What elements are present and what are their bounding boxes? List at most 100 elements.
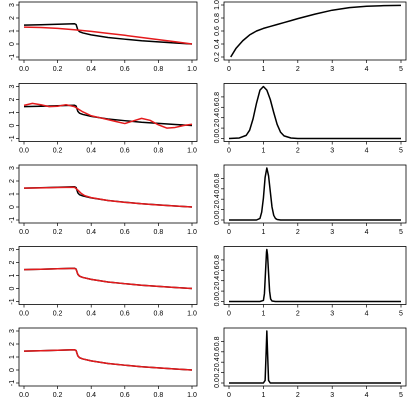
panel-0-0-series-line-1 bbox=[23, 26, 193, 45]
panel-3-0-xtick-label: 0.8 bbox=[154, 311, 164, 318]
panel-0-0-ytick-label: 1 bbox=[9, 29, 16, 33]
panel-4-0-ytick-label: -1 bbox=[9, 380, 16, 386]
panel-0-1-ytick-label: 0.2 bbox=[214, 52, 221, 62]
panel-0-1-ytick-label: 0.8 bbox=[214, 13, 221, 23]
panel-1-1-ytick-label: 0.8 bbox=[214, 92, 221, 102]
panel-3-1-xtick-label: 5 bbox=[399, 311, 403, 318]
panel-4-1-ytick-label: 0.4 bbox=[214, 357, 221, 367]
panel-4-0-ytick-label: 1 bbox=[9, 355, 16, 359]
panel-2-0-xtick-label: 0.8 bbox=[154, 229, 164, 236]
panel-3-1-series-line-0 bbox=[229, 248, 401, 303]
panel-1-0-xtick-label: 0.0 bbox=[19, 148, 29, 155]
panel-1-1-ytick-label: 0.0 bbox=[214, 134, 221, 144]
panel-2-0-ytick-label: -1 bbox=[9, 217, 16, 223]
panel-1-0-ytick-label: 2 bbox=[9, 97, 16, 101]
panel-2-1-ytick-label: 0.4 bbox=[214, 194, 221, 204]
panel-0-0-frame bbox=[18, 1, 198, 61]
panel-4-0-xtick-label: 0.0 bbox=[19, 392, 29, 399]
panel-2-0-xtick-label: 0.0 bbox=[19, 229, 29, 236]
panel-4-1-xtick-label: 0 bbox=[227, 392, 231, 399]
panel-1-0-xtick-label: 0.6 bbox=[120, 148, 130, 155]
panel-0-1-frame bbox=[223, 1, 407, 61]
panel-3-1-xtick-label: 4 bbox=[365, 311, 369, 318]
panel-0-0-ytick-label: 0 bbox=[9, 42, 16, 46]
panel-3-0-xtick-label: 0.6 bbox=[120, 311, 130, 318]
panel-0-0-ytick-label: 3 bbox=[9, 3, 16, 7]
panel-4-0-xtick-label: 0.4 bbox=[86, 392, 96, 399]
panel-1-1-xtick-label: 3 bbox=[330, 148, 334, 155]
panel-3-0-ytick-label: 0 bbox=[9, 286, 16, 290]
panel-0-0-ytick-label: 2 bbox=[9, 16, 16, 20]
panel-1-1-xtick-label: 2 bbox=[296, 148, 300, 155]
panel-1-0-series-line-1 bbox=[23, 102, 193, 129]
panel-1-1-frame bbox=[223, 83, 407, 142]
panel-2-1-ytick-label: 0.2 bbox=[214, 205, 221, 215]
panel-3-1-frame bbox=[223, 246, 407, 305]
panel-0-1-xtick-label: 0 bbox=[227, 66, 231, 73]
panel-2-0-series-line-1 bbox=[23, 186, 193, 208]
panel-2-1-frame bbox=[223, 164, 407, 224]
panel-1-1-ytick-label: 0.6 bbox=[214, 102, 221, 112]
panel-4-0-ytick-label: 0 bbox=[9, 368, 16, 372]
panel-4-1-series-line-0 bbox=[229, 330, 401, 384]
panel-2-1-ytick-label: 0.0 bbox=[214, 215, 221, 225]
panel-2-1-xtick-label: 0 bbox=[227, 229, 231, 236]
panel-0-0-xtick-label: 0.8 bbox=[154, 66, 164, 73]
panel-1-1-ytick-label: 0.4 bbox=[214, 113, 221, 123]
panel-3-1-xtick-label: 0 bbox=[227, 311, 231, 318]
panel-1-1-xtick-label: 0 bbox=[227, 148, 231, 155]
panel-0-0-xtick-label: 0.2 bbox=[53, 66, 63, 73]
panel-4-0-xtick-label: 1.0 bbox=[187, 392, 197, 399]
panel-4-1-ytick-label: 0.6 bbox=[214, 347, 221, 357]
panel-2-0-xtick-label: 0.4 bbox=[86, 229, 96, 236]
panel-3-1-ytick-label: 0.2 bbox=[214, 286, 221, 296]
panel-1-1-ytick-label: 0.2 bbox=[214, 123, 221, 133]
panel-4-0-xtick-label: 0.8 bbox=[154, 392, 164, 399]
panel-3-0-xtick-label: 0.4 bbox=[86, 311, 96, 318]
panel-1-0-ytick-label: -1 bbox=[9, 135, 16, 141]
panel-4-1-xtick-label: 1 bbox=[261, 392, 265, 399]
panel-4-0-ytick-label: 2 bbox=[9, 342, 16, 346]
panel-3-1-xtick-label: 3 bbox=[330, 311, 334, 318]
panel-4-0-xtick-label: 0.6 bbox=[120, 392, 130, 399]
panel-4-0-frame bbox=[18, 327, 198, 387]
panel-2-1-xtick-label: 5 bbox=[399, 229, 403, 236]
panel-3-1-xtick-label: 2 bbox=[296, 311, 300, 318]
panel-1-0-series-line-0 bbox=[23, 104, 193, 127]
panel-3-0-xtick-label: 0.2 bbox=[53, 311, 63, 318]
panel-4-1-ytick-label: 0.0 bbox=[214, 378, 221, 388]
panel-2-0-frame bbox=[18, 164, 198, 224]
panel-4-1-ytick-label: 0.8 bbox=[214, 336, 221, 346]
panel-3-0-series-line-1 bbox=[23, 267, 193, 290]
panel-0-0-xtick-label: 0.0 bbox=[19, 66, 29, 73]
panel-4-0-series-line-1 bbox=[23, 348, 193, 371]
panel-2-0-xtick-label: 1.0 bbox=[187, 229, 197, 236]
panel-4-0-ytick-label: 3 bbox=[9, 329, 16, 333]
panel-3-0-xtick-label: 0.0 bbox=[19, 311, 29, 318]
panel-2-0-xtick-label: 0.6 bbox=[120, 229, 130, 236]
panel-3-0-xtick-label: 1.0 bbox=[187, 311, 197, 318]
panel-1-0-xtick-label: 0.2 bbox=[53, 148, 63, 155]
panel-2-1-xtick-label: 2 bbox=[296, 229, 300, 236]
panel-1-0-xtick-label: 0.4 bbox=[86, 148, 96, 155]
panel-3-1-xtick-label: 1 bbox=[261, 311, 265, 318]
panel-0-1-ytick-label: 1.0 bbox=[214, 0, 221, 10]
panel-3-1-ytick-label: 0.4 bbox=[214, 276, 221, 286]
panel-1-0-ytick-label: 0 bbox=[9, 123, 16, 127]
panel-2-1-xtick-label: 1 bbox=[261, 229, 265, 236]
panel-2-1-xtick-label: 3 bbox=[330, 229, 334, 236]
panel-0-1-xtick-label: 1 bbox=[261, 66, 265, 73]
panel-0-1-ytick-label: 0.6 bbox=[214, 26, 221, 36]
panel-1-0-xtick-label: 1.0 bbox=[187, 148, 197, 155]
panel-0-1-series-line-0 bbox=[230, 4, 402, 58]
panel-3-0-frame bbox=[18, 246, 198, 305]
panel-1-0-ytick-label: 3 bbox=[9, 84, 16, 88]
panel-2-0-ytick-label: 2 bbox=[9, 179, 16, 183]
panel-3-0-ytick-label: 1 bbox=[9, 273, 16, 277]
panel-4-1-xtick-label: 2 bbox=[296, 392, 300, 399]
panel-2-0-ytick-label: 0 bbox=[9, 205, 16, 209]
panel-1-1-xtick-label: 5 bbox=[399, 148, 403, 155]
panel-3-1-ytick-label: 0.6 bbox=[214, 265, 221, 275]
panel-2-1-xtick-label: 4 bbox=[365, 229, 369, 236]
